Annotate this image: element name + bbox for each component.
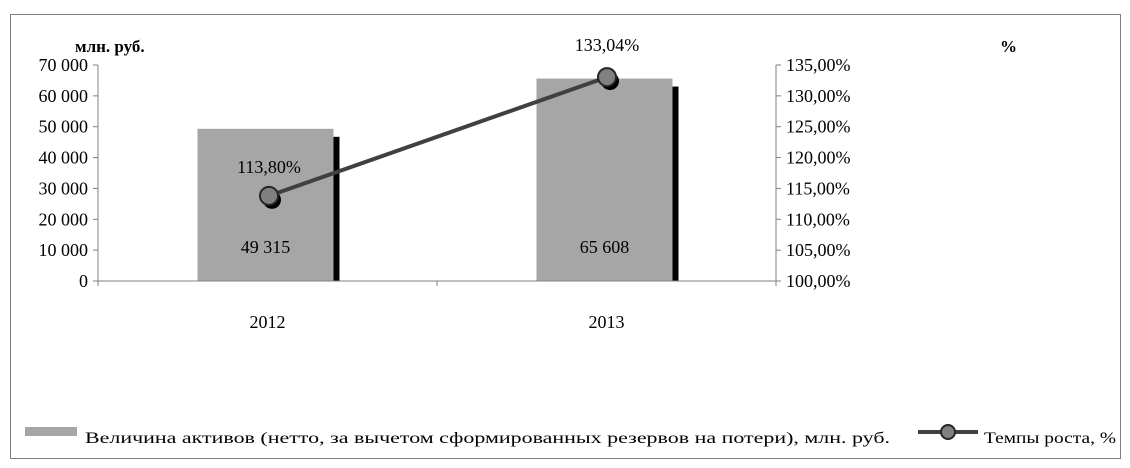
bar-data-label: 49 315 [241, 237, 291, 257]
y-right-tick-label: 135,00% [786, 55, 851, 75]
y-left-tick-label: 20 000 [39, 209, 89, 229]
bar [536, 78, 673, 281]
line-data-label: 133,04% [575, 35, 640, 55]
y-left-tick-label: 40 000 [39, 148, 89, 168]
bar-shadow [672, 86, 679, 281]
growth-line [268, 75, 608, 198]
y-axis-left-label: млн. руб. [75, 37, 145, 56]
y-left-tick-label: 50 000 [39, 117, 89, 137]
bar-shadow [333, 136, 340, 281]
y-right-tick-label: 115,00% [786, 178, 850, 198]
y-right-tick-label: 110,00% [786, 209, 850, 229]
y-right-tick-label: 105,00% [786, 240, 851, 260]
y-left-tick-label: 10 000 [39, 240, 89, 260]
y-left-tick-label: 60 000 [39, 86, 89, 106]
y-right-tick-label: 130,00% [786, 86, 851, 106]
y-right-tick-label: 120,00% [786, 148, 851, 168]
y-right-tick-label: 100,00% [786, 271, 851, 291]
y-right-tick-label: 125,00% [786, 117, 851, 137]
line-data-label: 113,80% [237, 157, 301, 177]
y-left-tick-label: 70 000 [39, 55, 89, 75]
line-point [259, 185, 279, 206]
y-left-tick-label: 0 [79, 271, 88, 291]
y-axis-right-label: % [1000, 37, 1017, 56]
legend-bar-swatch [25, 427, 77, 436]
legend-bar-label: Величина активов (нетто, за вычетом сфор… [85, 430, 890, 447]
line-point [597, 67, 617, 88]
bar-data-label: 65 608 [580, 237, 630, 257]
x-tick-label: 2012 [250, 312, 286, 332]
legend-line-marker [940, 424, 956, 440]
legend: Величина активов (нетто, за вычетом сфор… [25, 424, 1116, 447]
y-left-tick-label: 30 000 [39, 178, 89, 198]
x-tick-label: 2013 [589, 312, 625, 332]
legend-line-label: Темпы роста, % [984, 430, 1116, 447]
